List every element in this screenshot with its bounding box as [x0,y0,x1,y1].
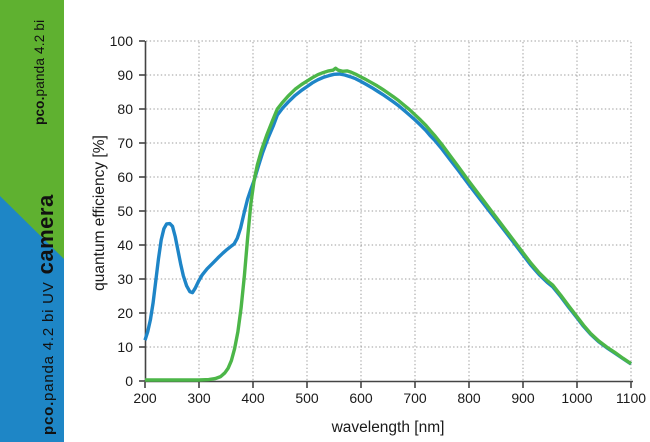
y-tick-label: 50 [117,203,133,219]
y-tick-label: 70 [117,135,133,151]
x-tick-label: 900 [511,390,535,406]
brand-prefix: pco. [32,96,47,125]
y-tick-label: 30 [117,271,133,287]
y-tick-label: 60 [117,169,133,185]
camera-word: camera [33,194,58,275]
x-tick-label: 1100 [616,390,646,406]
y-tick-label: 40 [117,237,133,253]
y-tick-label: 10 [117,339,133,355]
y-tick-label: 100 [110,33,134,49]
brand-prefix: pco. [40,400,57,435]
y-tick-label: 0 [125,373,133,389]
x-axis-title: wavelength [nm] [331,419,445,436]
product-name-bi: panda 4.2 bi [32,19,47,97]
series-line-pco-panda-4-2-bi-uv [143,72,632,366]
y-tick-label: 20 [117,305,133,321]
x-tick-label: 600 [349,390,373,406]
x-tick-label: 700 [403,390,427,406]
x-tick-label: 1000 [561,390,592,406]
series-line-pco-panda-4-2-bi [145,66,632,382]
sidebar-product-label-uv-camera: pco.panda 4.2 bi UV camera [32,194,62,435]
x-tick-label: 200 [133,390,157,406]
x-tick-label: 400 [241,390,265,406]
product-name-uv: panda 4.2 bi UV [40,281,57,401]
x-tick-label: 800 [457,390,481,406]
y-tick-label: 80 [117,101,133,117]
y-axis-title: quantum efficiency [%] [91,135,108,291]
brand-sidebar: pco.panda 4.2 bi UVcamera pco.panda 4.2 … [0,0,64,442]
sidebar-product-label-bi: pco.panda 4.2 bi [31,20,48,125]
y-tick-label: 90 [117,67,133,83]
x-tick-label: 300 [187,390,211,406]
x-tick-label: 500 [295,390,319,406]
